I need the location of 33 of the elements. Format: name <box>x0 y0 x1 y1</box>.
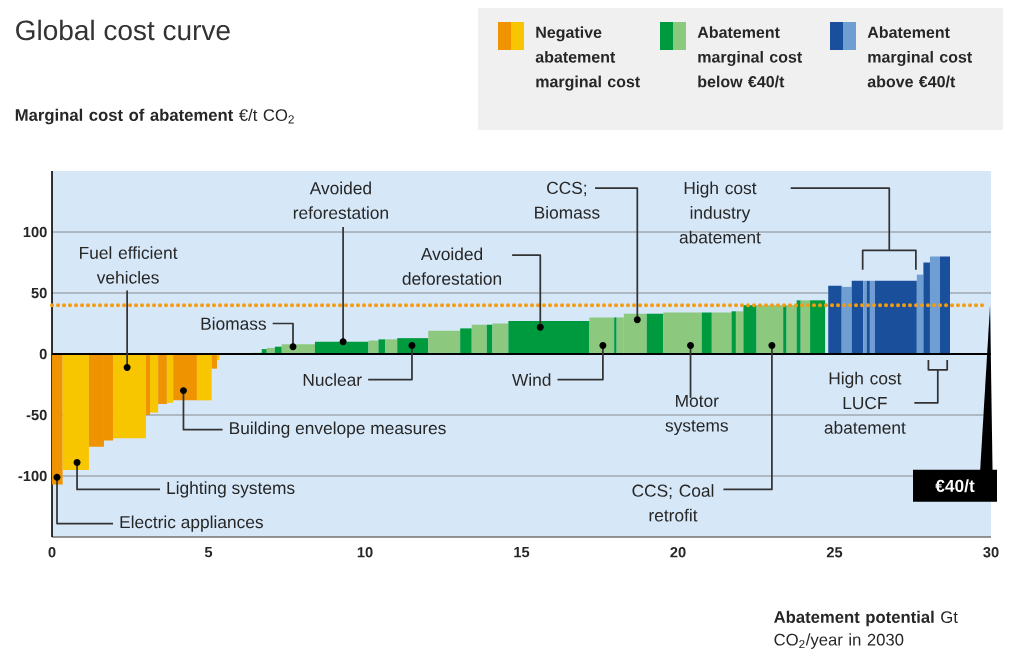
annotation: Electric appliances <box>120 515 263 532</box>
annotation: Nuclear <box>303 373 362 386</box>
legend-label: Negative abatement marginal cost <box>535 26 640 91</box>
legend-label: Abatement marginal cost below €40/t <box>697 26 802 88</box>
annotation: Biomass <box>201 317 266 330</box>
x-tick-label: 20 <box>670 547 686 558</box>
annotation: CCS; Coal retrofit <box>632 484 714 522</box>
y-tick-label: -100 <box>18 470 47 482</box>
x-tick-label: 25 <box>826 547 843 558</box>
annotation: Fuel efficient vehicles <box>80 246 178 284</box>
y-axis-title: Marginal cost of abatement €/t CO$_{2}$ <box>15 108 294 125</box>
y-tick-label: 0 <box>39 348 47 360</box>
annotation: Avoided reforestation <box>293 181 388 219</box>
ref-line-label: €40/t <box>935 479 975 493</box>
annotation: Lighting systems <box>167 481 295 498</box>
annotation: High cost LUCF abatement <box>824 371 906 434</box>
annotation: High cost industry abatement <box>679 181 761 244</box>
annotation: Wind <box>512 373 551 386</box>
y-tick-label: 50 <box>31 287 47 299</box>
x-tick-label: 10 <box>357 547 373 558</box>
annotation: Motor systems <box>665 394 728 436</box>
annotation: Avoided deforestation <box>402 247 501 285</box>
x-tick-label: 15 <box>514 547 530 558</box>
y-tick-label: 100 <box>23 226 47 238</box>
x-tick-label: 5 <box>204 547 213 558</box>
annotation: Building envelope measures <box>230 421 446 438</box>
y-tick-label: -50 <box>26 409 47 421</box>
x-tick-label: 0 <box>48 547 56 558</box>
chart-title: Global cost curve <box>16 19 230 41</box>
annotation: CCS; Biomass <box>535 181 600 219</box>
legend-label: Abatement marginal cost above €40/t <box>867 26 972 88</box>
text: Abatement potential Gt CO$_{2}$/year in 2030 <box>774 610 958 649</box>
x-tick-label: 30 <box>983 547 999 558</box>
